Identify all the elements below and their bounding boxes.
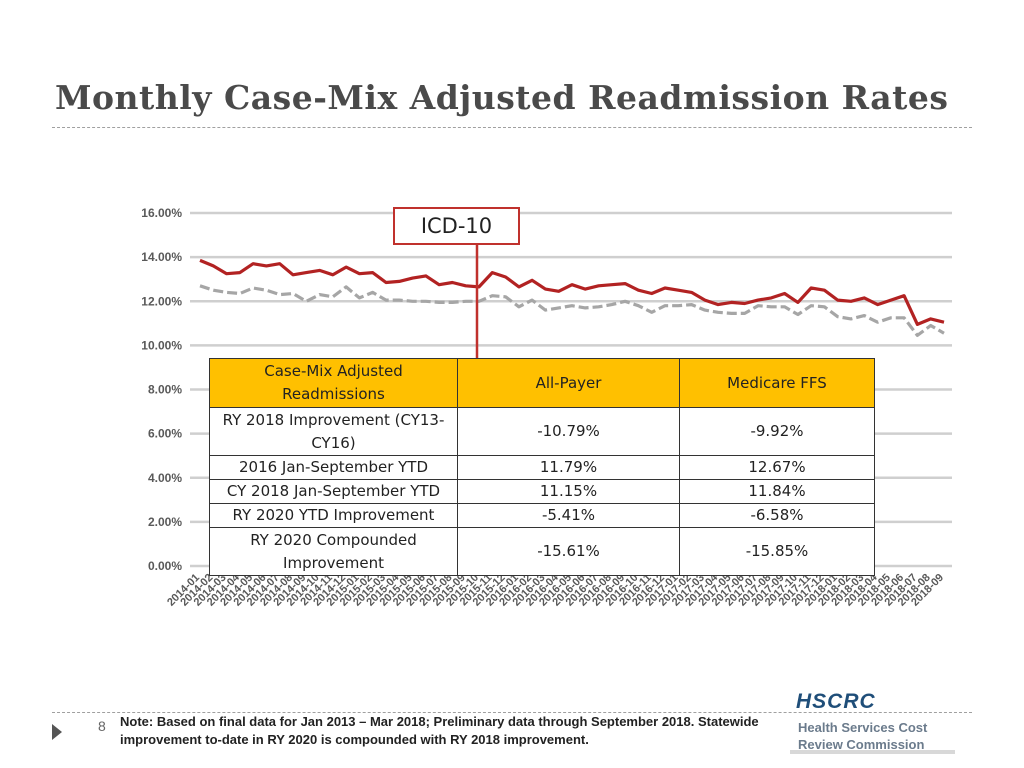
table-header-cell: Medicare FFS <box>679 358 875 408</box>
table-row: RY 2020 YTD Improvement -5.41% -6.58% <box>209 503 875 528</box>
table-cell-all-payer: -10.79% <box>457 407 680 456</box>
table-cell-medicare: 12.67% <box>679 455 875 480</box>
series-line <box>199 258 945 326</box>
table-cell-medicare: -15.85% <box>679 527 875 576</box>
table-cell-all-payer: -5.41% <box>457 503 680 528</box>
title-divider <box>52 127 972 128</box>
readmission-summary-table: Case-Mix Adjusted Readmissions All-Payer… <box>209 358 875 576</box>
table-cell-medicare: -9.92% <box>679 407 875 456</box>
table-row: 2016 Jan-September YTD 11.79% 12.67% <box>209 455 875 480</box>
y-tick-label: 6.00% <box>148 427 182 441</box>
table-cell-medicare: -6.58% <box>679 503 875 528</box>
table-row: CY 2018 Jan-September YTD 11.15% 11.84% <box>209 479 875 504</box>
table-cell-label: RY 2020 Compounded Improvement <box>209 527 458 576</box>
footer-divider <box>52 712 972 713</box>
y-tick-label: 10.00% <box>141 338 182 352</box>
y-tick-label: 16.00% <box>141 206 182 220</box>
slide-title: Monthly Case-Mix Adjusted Readmission Ra… <box>55 78 949 117</box>
y-tick-label: 4.00% <box>148 471 182 485</box>
table-cell-label: CY 2018 Jan-September YTD <box>209 479 458 504</box>
hscrc-logo: HSCRC Health Services Cost Review Commis… <box>790 690 960 756</box>
y-tick-label: 14.00% <box>141 250 182 264</box>
y-tick-label: 8.00% <box>148 383 182 397</box>
series-line <box>199 284 945 337</box>
table-header-cell: Case-Mix Adjusted Readmissions <box>209 358 458 408</box>
play-arrow-icon <box>52 724 62 740</box>
y-tick-label: 0.00% <box>148 559 182 573</box>
table-row: RY 2020 Compounded Improvement -15.61% -… <box>209 527 875 576</box>
logo-wordmark: HSCRC <box>796 690 876 713</box>
slide-number: 8 <box>98 718 106 734</box>
table-cell-medicare: 11.84% <box>679 479 875 504</box>
y-tick-label: 12.00% <box>141 294 182 308</box>
table-row: RY 2018 Improvement (CY13-CY16) -10.79% … <box>209 407 875 456</box>
table-cell-label: RY 2018 Improvement (CY13-CY16) <box>209 407 458 456</box>
logo-line-1: Health Services Cost <box>798 720 928 735</box>
logo-underline-bar <box>790 750 955 754</box>
table-cell-all-payer: 11.15% <box>457 479 680 504</box>
logo-line-2: Review Commission <box>798 737 925 752</box>
table-cell-label: 2016 Jan-September YTD <box>209 455 458 480</box>
table-cell-all-payer: 11.79% <box>457 455 680 480</box>
footnote: Note: Based on final data for Jan 2013 –… <box>120 714 759 747</box>
table-header-row: Case-Mix Adjusted Readmissions All-Payer… <box>209 358 875 408</box>
icd10-annotation-label: ICD-10 <box>393 207 520 245</box>
y-tick-label: 2.00% <box>148 515 182 529</box>
table-cell-label: RY 2020 YTD Improvement <box>209 503 458 528</box>
table-cell-all-payer: -15.61% <box>457 527 680 576</box>
table-header-cell: All-Payer <box>457 358 680 408</box>
